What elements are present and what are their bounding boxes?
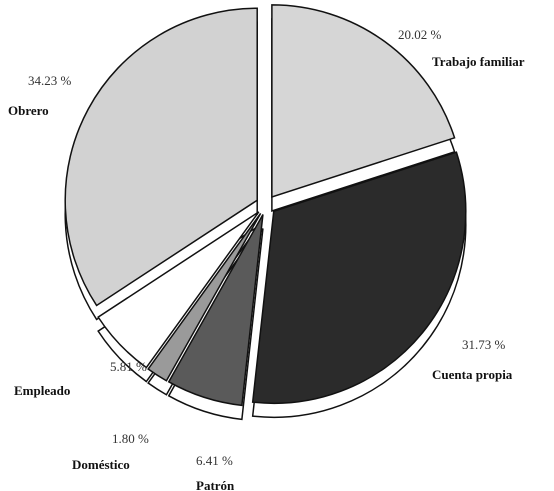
slice <box>271 4 456 198</box>
value-label: 6.41 % <box>196 453 233 468</box>
value-label: 1.80 % <box>112 431 149 446</box>
slice <box>64 7 258 307</box>
category-label: Doméstico <box>72 457 130 472</box>
value-label: 31.73 % <box>462 337 506 352</box>
category-label: Patrón <box>196 478 235 491</box>
slice <box>97 211 260 369</box>
slice <box>147 212 262 382</box>
value-label: 20.02 % <box>398 27 442 42</box>
value-label: 34.23 % <box>28 73 72 88</box>
slice <box>167 214 264 407</box>
category-label: Cuenta propia <box>432 367 513 382</box>
value-label: 5.81 % <box>110 359 147 374</box>
slice <box>251 151 467 405</box>
category-label: Empleado <box>14 383 70 398</box>
category-label: Trabajo familiar <box>432 54 525 69</box>
category-label: Obrero <box>8 103 49 118</box>
